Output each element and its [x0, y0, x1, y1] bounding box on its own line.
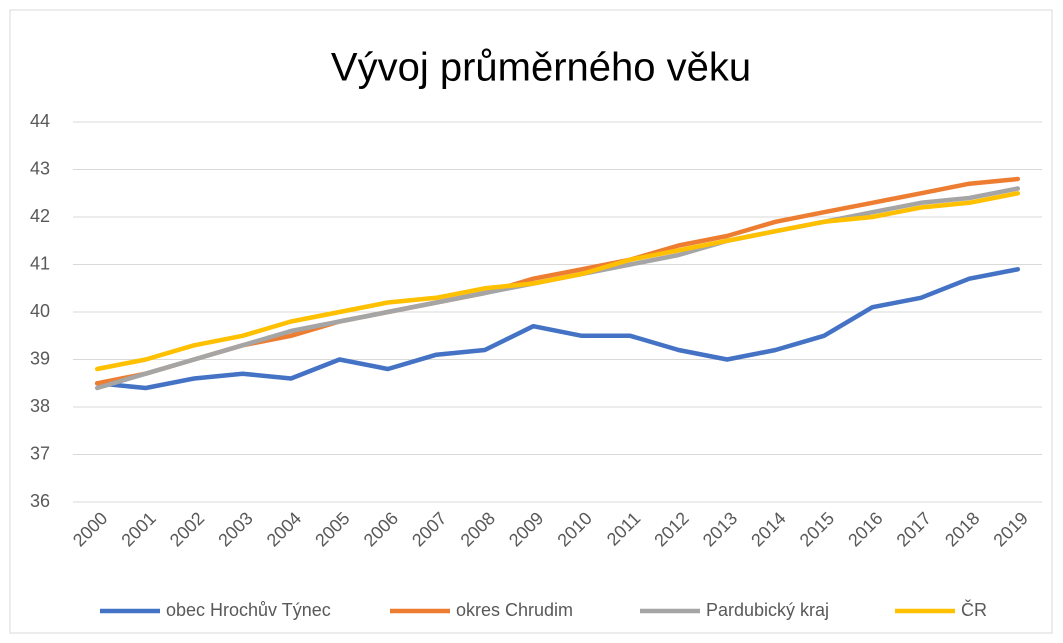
y-tick-label: 37 [30, 443, 50, 463]
chart-title: Vývoj průměrného věku [331, 46, 751, 90]
y-tick-label: 42 [30, 206, 50, 226]
y-tick-label: 39 [30, 348, 50, 368]
y-tick-label: 41 [30, 253, 50, 273]
y-tick-label: 43 [30, 158, 50, 178]
y-tick-label: 40 [30, 301, 50, 321]
legend-label: obec Hrochův Týnec [166, 600, 331, 620]
y-tick-label: 44 [30, 111, 50, 131]
legend-label: ČR [961, 599, 987, 620]
y-tick-label: 38 [30, 396, 50, 416]
y-tick-label: 36 [30, 491, 50, 511]
chart-frame [9, 9, 1053, 634]
legend-label: Pardubický kraj [706, 600, 829, 620]
legend-label: okres Chrudim [456, 600, 573, 620]
series-line [94, 191, 1021, 372]
series-line [94, 267, 1021, 391]
